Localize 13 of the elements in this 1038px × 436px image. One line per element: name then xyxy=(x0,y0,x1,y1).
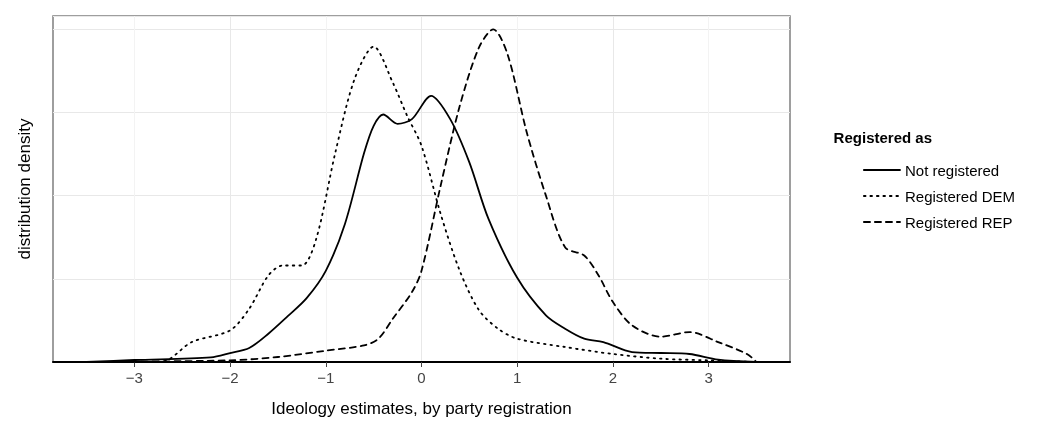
legend-label: Registered DEM xyxy=(904,187,1016,205)
x-axis-title: Ideology estimates, by party registration xyxy=(271,399,572,418)
legend-label: Registered REP xyxy=(904,213,1013,231)
x-tick-label: 0 xyxy=(417,369,426,386)
x-tick-label: 3 xyxy=(704,369,713,386)
x-tick-label: 2 xyxy=(608,369,618,386)
x-tick-label: −1 xyxy=(317,369,335,386)
x-tick-label: −2 xyxy=(221,369,239,386)
x-tick-label: −3 xyxy=(125,369,143,386)
y-axis-title: distribution density xyxy=(15,118,34,260)
legend-label: Not registered xyxy=(904,161,1000,179)
legend-title: Registered as xyxy=(833,129,933,146)
x-tick-label: 1 xyxy=(513,369,522,386)
